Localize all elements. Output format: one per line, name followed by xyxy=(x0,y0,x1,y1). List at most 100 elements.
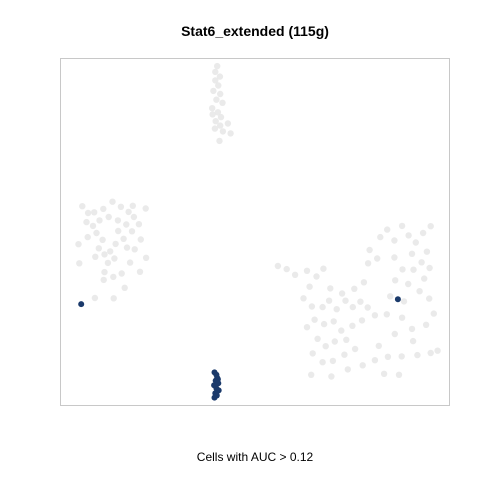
background-point xyxy=(214,109,222,116)
background-point xyxy=(380,370,388,377)
background-point xyxy=(422,321,430,328)
background-point xyxy=(364,304,371,311)
background-point xyxy=(214,62,221,70)
background-point xyxy=(84,209,92,217)
highlighted-points-layer xyxy=(78,296,401,401)
background-point xyxy=(91,209,98,216)
background-point xyxy=(89,222,97,230)
background-point xyxy=(104,259,112,267)
background-point xyxy=(434,347,441,354)
background-point xyxy=(219,99,226,107)
background-point xyxy=(111,255,118,262)
background-point xyxy=(392,277,399,284)
background-point xyxy=(427,223,434,230)
background-point xyxy=(418,259,425,266)
background-point xyxy=(291,271,299,278)
background-point xyxy=(91,294,99,302)
background-point xyxy=(110,273,117,281)
background-point xyxy=(395,371,403,378)
background-point xyxy=(142,205,149,212)
background-point xyxy=(137,236,144,243)
plot-title: Stat6_extended (115g) xyxy=(181,23,329,39)
background-point xyxy=(328,373,335,380)
background-point xyxy=(109,198,116,205)
background-point xyxy=(338,290,346,297)
background-point xyxy=(100,205,107,213)
background-points-layer xyxy=(75,62,441,380)
background-point xyxy=(421,275,428,282)
background-point xyxy=(416,288,423,295)
background-point xyxy=(325,297,333,304)
background-point xyxy=(410,266,417,273)
background-point xyxy=(114,217,122,224)
background-point xyxy=(405,280,412,288)
background-point xyxy=(123,244,131,251)
background-point xyxy=(211,125,219,132)
background-point xyxy=(398,353,405,360)
highlighted-point xyxy=(78,301,85,308)
background-point xyxy=(320,320,328,328)
background-point xyxy=(412,239,419,246)
background-point xyxy=(430,310,437,317)
background-point xyxy=(320,265,327,272)
background-point xyxy=(391,254,398,261)
background-point xyxy=(314,335,321,342)
background-point xyxy=(351,345,359,353)
background-point xyxy=(117,203,125,210)
background-point xyxy=(426,264,433,272)
background-point xyxy=(101,251,108,258)
background-point xyxy=(101,268,108,276)
background-point xyxy=(387,293,394,300)
background-point xyxy=(216,137,223,145)
background-point xyxy=(215,82,222,89)
background-point xyxy=(306,283,313,290)
background-point xyxy=(283,265,290,273)
background-point xyxy=(364,260,372,267)
background-point xyxy=(322,343,329,350)
background-point xyxy=(96,217,103,224)
background-point xyxy=(343,336,350,343)
background-point xyxy=(311,316,318,323)
background-point xyxy=(308,371,315,378)
background-point xyxy=(227,130,234,137)
background-point xyxy=(371,312,379,319)
background-point xyxy=(330,318,337,325)
background-point xyxy=(419,229,427,237)
background-point xyxy=(341,351,348,358)
background-point xyxy=(358,317,366,324)
background-point xyxy=(309,350,316,357)
plot-panel xyxy=(60,58,450,406)
background-point xyxy=(375,342,382,350)
background-point xyxy=(400,298,408,305)
background-point xyxy=(327,285,334,292)
background-point xyxy=(112,240,119,248)
highlighted-point xyxy=(394,296,401,303)
background-point xyxy=(217,113,225,121)
background-point xyxy=(83,218,90,226)
background-point xyxy=(384,353,392,360)
background-point xyxy=(319,359,326,366)
highlighted-point xyxy=(213,391,220,398)
background-point xyxy=(329,357,337,365)
background-point xyxy=(405,232,412,239)
background-point xyxy=(110,295,117,302)
background-point xyxy=(212,68,219,76)
background-point xyxy=(371,357,379,364)
background-point xyxy=(118,270,125,277)
background-point xyxy=(210,87,217,95)
background-point xyxy=(427,349,434,357)
background-point xyxy=(142,254,150,261)
background-point xyxy=(342,297,349,304)
background-point xyxy=(351,285,358,292)
background-point xyxy=(217,122,224,129)
background-point xyxy=(209,111,216,118)
background-point xyxy=(224,120,232,127)
background-point xyxy=(319,303,326,311)
background-point xyxy=(360,279,368,286)
background-point xyxy=(95,245,103,252)
background-point xyxy=(212,77,219,84)
background-point xyxy=(99,236,106,243)
background-point xyxy=(308,303,316,310)
background-point xyxy=(331,338,338,345)
